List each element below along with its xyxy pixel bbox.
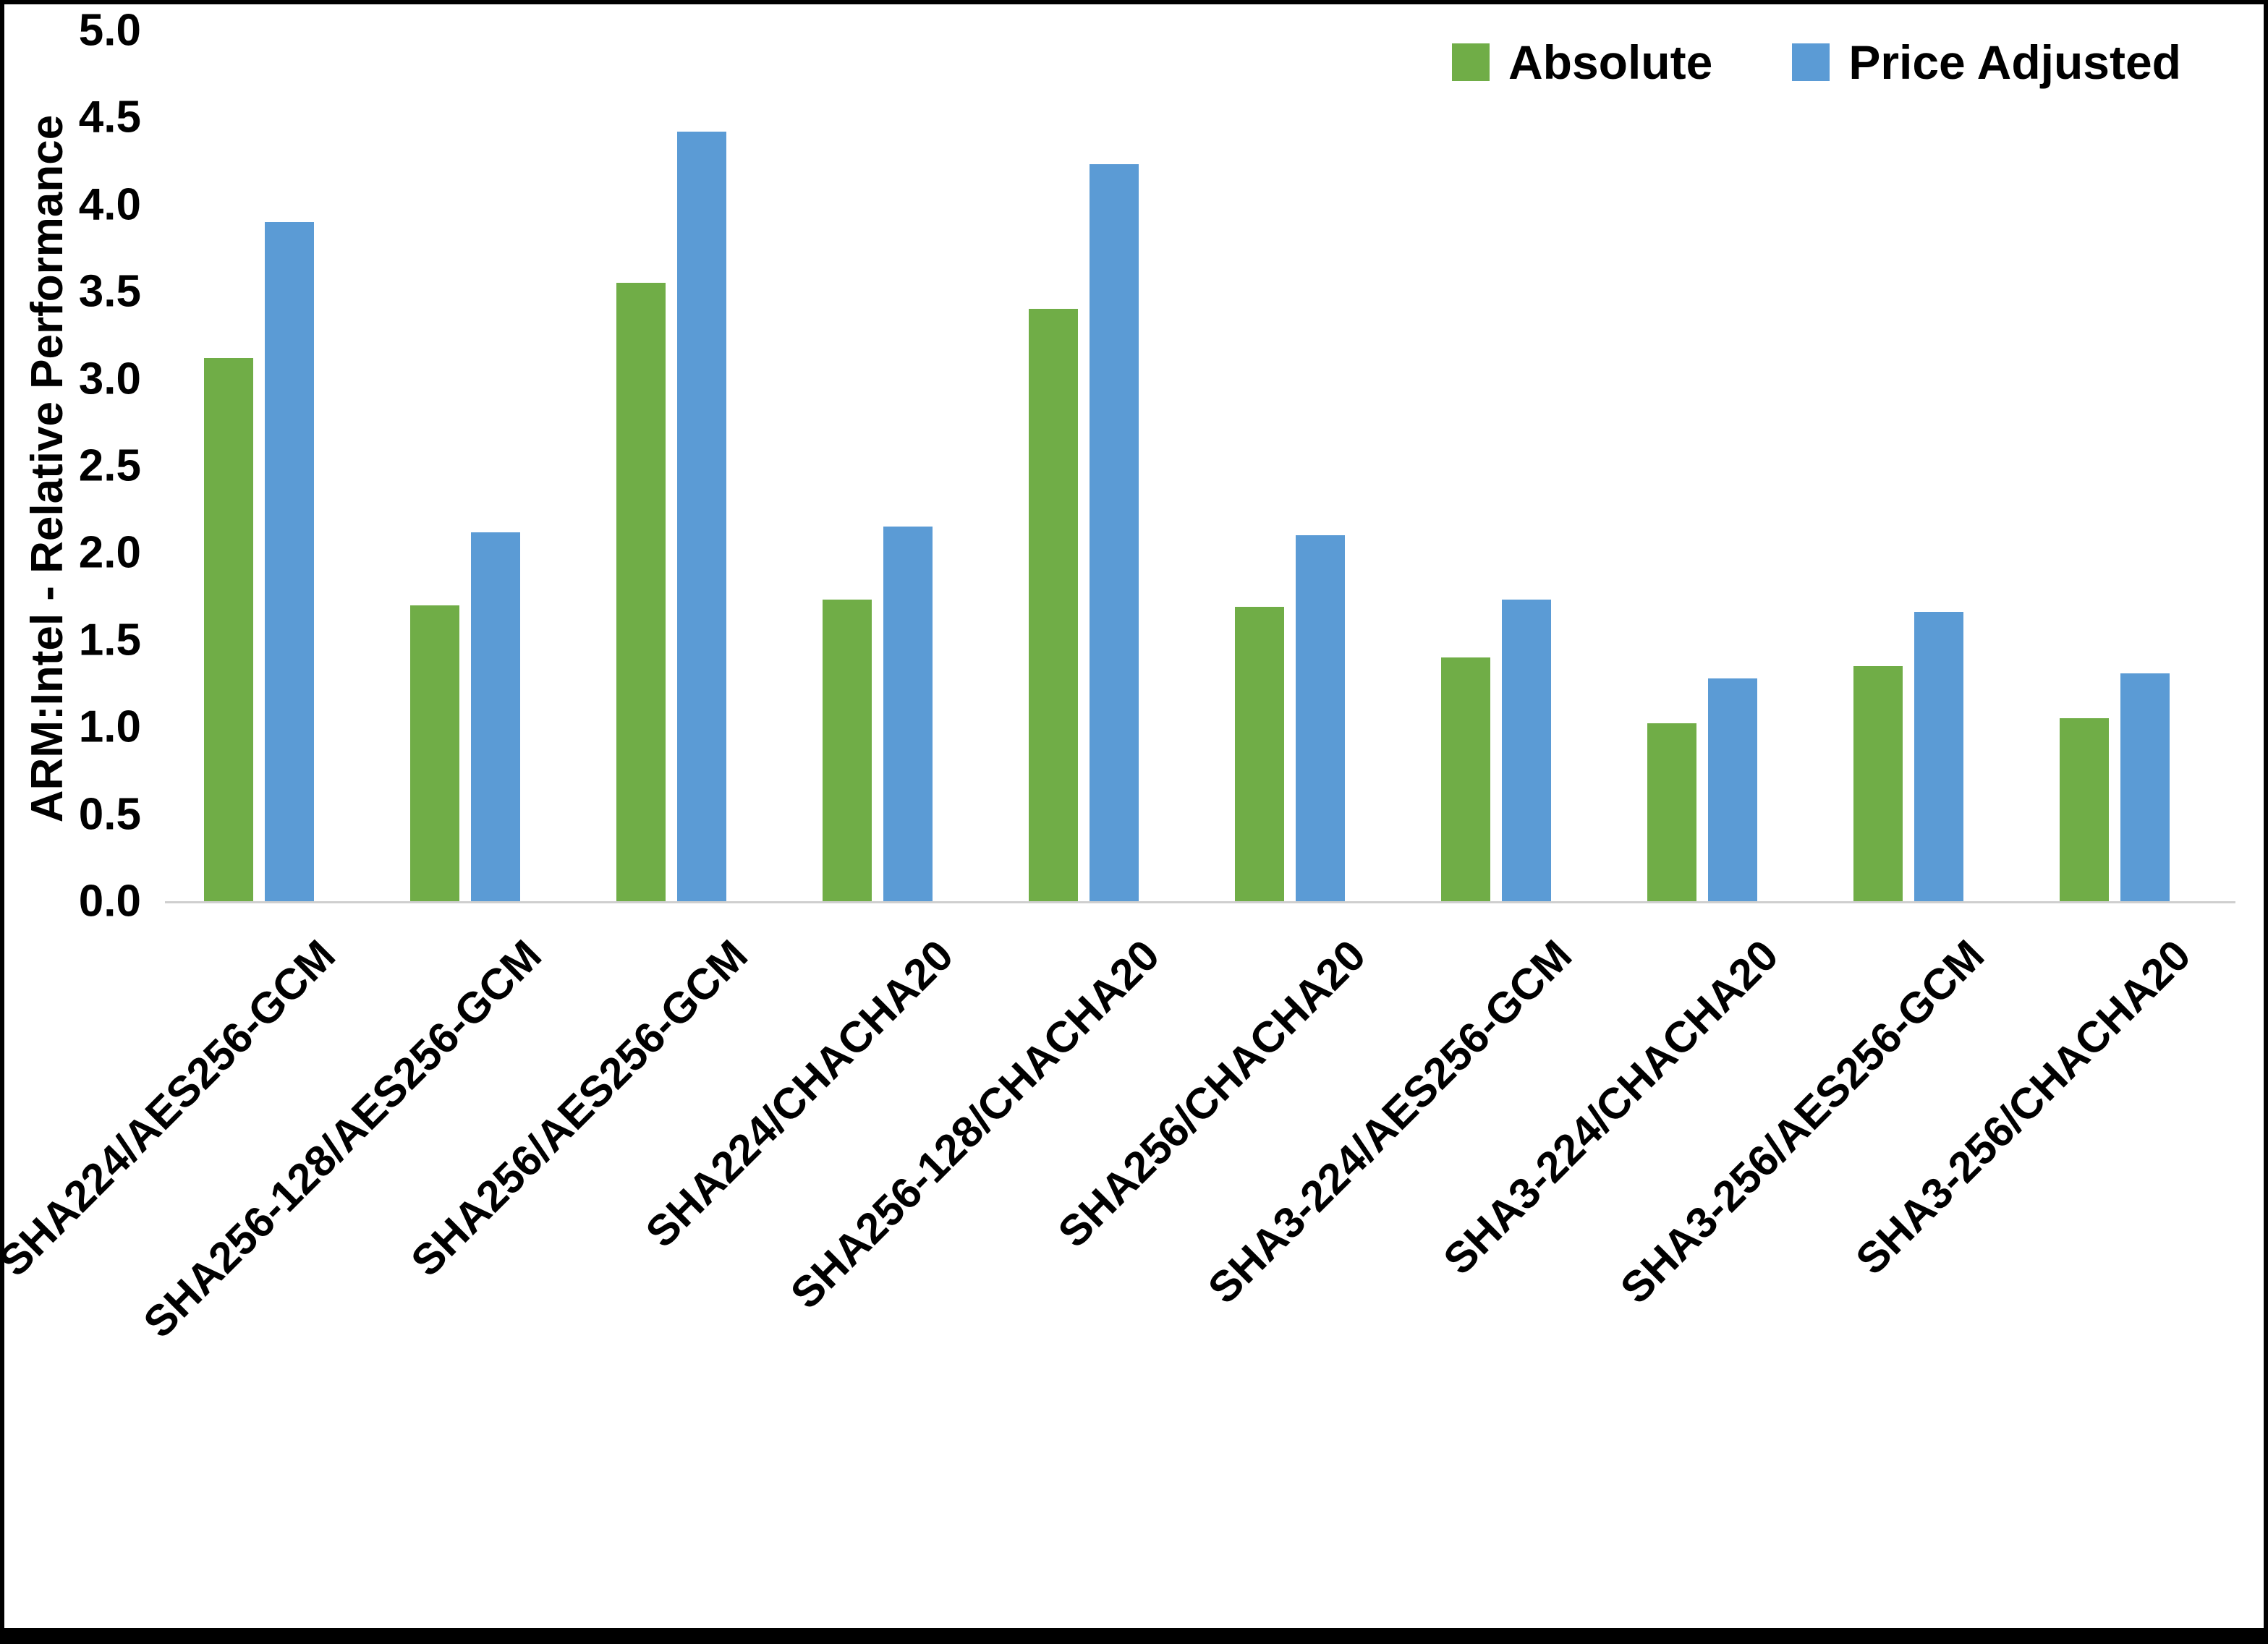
y-tick-label: 1.5 xyxy=(78,615,141,665)
bar-absolute xyxy=(1853,665,1903,901)
legend-swatch xyxy=(1792,43,1830,81)
y-tick-label: 3.0 xyxy=(78,354,141,404)
bar-absolute xyxy=(2059,718,2109,901)
category-label: SHA256/AES256-GCM xyxy=(401,930,757,1286)
bar-absolute xyxy=(822,600,872,901)
bar-price-adjusted xyxy=(883,527,933,901)
category-label: SHA256-128/CHACHA20 xyxy=(781,930,1169,1319)
category-label: SHA256-128/AES256-GCM xyxy=(134,930,551,1347)
bar-price-adjusted xyxy=(2120,673,2170,901)
x-axis-line xyxy=(165,901,2235,903)
bar-absolute xyxy=(409,605,459,901)
y-tick-label: 0.5 xyxy=(78,789,141,840)
legend-item: Price Adjusted xyxy=(1792,35,2181,90)
y-tick-label: 5.0 xyxy=(78,5,141,56)
y-tick-label: 2.5 xyxy=(78,440,141,491)
y-tick-label: 1.0 xyxy=(78,702,141,752)
bar-absolute xyxy=(616,283,666,901)
category-label: SHA3-224/AES256-GCM xyxy=(1199,930,1581,1313)
bar-price-adjusted xyxy=(1295,535,1345,901)
bar-price-adjusted xyxy=(470,532,520,901)
legend-label: Absolute xyxy=(1508,35,1713,89)
bottom-border-bar xyxy=(0,1628,2268,1644)
bar-absolute xyxy=(1440,657,1490,901)
bar-absolute xyxy=(203,357,253,901)
y-tick-label: 4.0 xyxy=(78,179,141,230)
y-tick-label: 2.0 xyxy=(78,527,141,578)
bar-price-adjusted xyxy=(1089,164,1139,901)
legend-label: Price Adjusted xyxy=(1848,35,2181,89)
legend-item: Absolute xyxy=(1451,35,1713,90)
bar-price-adjusted xyxy=(1914,612,1963,901)
bar-price-adjusted xyxy=(676,131,726,901)
y-tick-label: 4.5 xyxy=(78,92,141,142)
y-tick-label: 3.5 xyxy=(78,266,141,317)
bar-absolute xyxy=(1234,607,1284,901)
bar-absolute xyxy=(1647,723,1696,901)
y-tick-label: 0.0 xyxy=(78,876,141,927)
category-label: SHA3-224/CHACHA20 xyxy=(1434,930,1788,1284)
bar-price-adjusted xyxy=(1707,678,1757,901)
category-label: SHA3-256/CHACHA20 xyxy=(1846,930,2200,1284)
legend: Absolute Price Adjusted xyxy=(1451,35,2181,90)
legend-swatch xyxy=(1451,43,1490,81)
bar-price-adjusted xyxy=(264,221,314,901)
category-label: SHA224/AES256-GCM xyxy=(0,930,344,1286)
category-label: SHA3-256/AES256-GCM xyxy=(1611,930,1994,1313)
bar-price-adjusted xyxy=(1501,600,1551,901)
bar-absolute xyxy=(1028,309,1078,901)
